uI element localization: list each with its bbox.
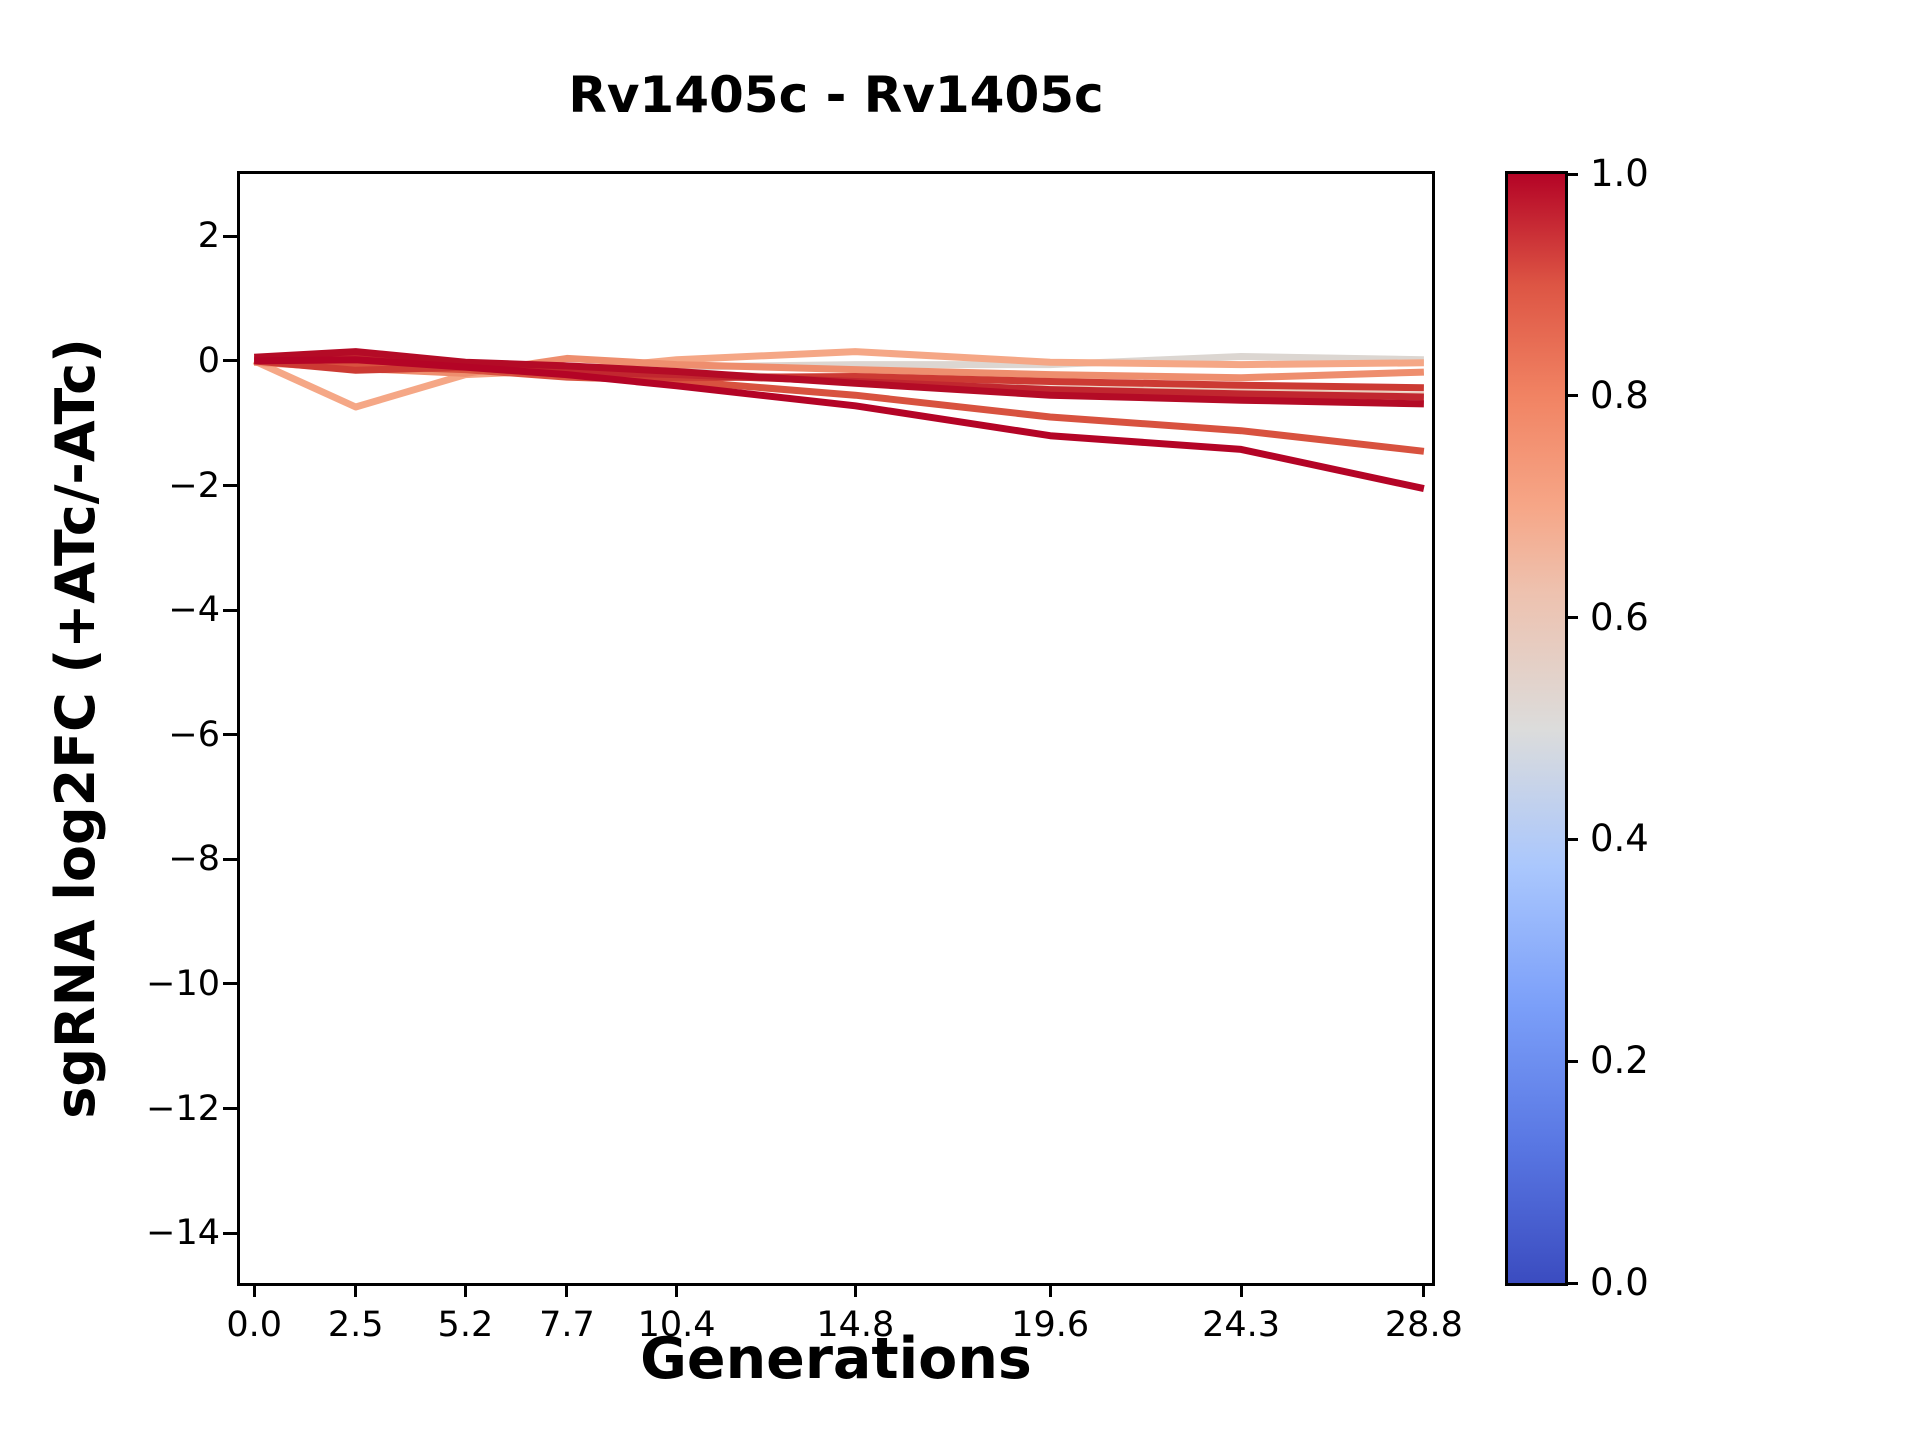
x-axis-label: Generations (640, 1326, 1032, 1392)
x-axis-tick (565, 1283, 569, 1297)
y-axis-tick (223, 484, 237, 488)
y-axis-tick (223, 359, 237, 363)
colorbar-tick (1565, 837, 1578, 841)
x-axis-tick-label: 5.2 (437, 1305, 494, 1345)
y-axis-tick-label: −8 (168, 839, 220, 880)
y-axis-tick (223, 1231, 237, 1235)
colorbar-tick-label: 0.4 (1590, 817, 1649, 861)
x-axis-tick (1048, 1283, 1052, 1297)
y-axis-tick (223, 608, 237, 612)
colorbar-tick-label: 0.2 (1590, 1039, 1649, 1083)
x-axis-tick-label: 10.4 (637, 1305, 716, 1345)
y-axis-tick (223, 234, 237, 238)
y-axis-tick-label: −14 (146, 1213, 220, 1254)
colorbar-gradient (1508, 174, 1565, 1283)
colorbar-tick (1565, 172, 1578, 176)
colorbar-tick (1565, 1059, 1578, 1063)
plot-lines-svg (252, 348, 1425, 493)
x-axis-tick-label: 14.8 (816, 1305, 895, 1345)
y-axis-tick-label: −4 (168, 590, 220, 631)
x-axis-tick (354, 1283, 358, 1297)
x-axis-tick-label: 2.5 (327, 1305, 384, 1345)
y-axis-tick-label: 2 (197, 216, 220, 257)
chart-title: Rv1405c - Rv1405c (568, 66, 1104, 124)
x-axis-tick-label: 7.7 (539, 1305, 595, 1345)
y-axis-tick-label: −2 (168, 465, 220, 506)
y-axis-tick (223, 1107, 237, 1111)
x-axis-tick (463, 1283, 467, 1297)
y-axis-tick (223, 982, 237, 986)
colorbar-tick-label: 0.8 (1590, 373, 1649, 417)
x-axis-tick-label: 19.6 (1011, 1305, 1090, 1345)
colorbar-tick-label: 1.0 (1590, 152, 1649, 195)
plot-area (237, 171, 1435, 1286)
x-axis-tick (675, 1283, 679, 1297)
x-axis-tick-label: 28.8 (1384, 1305, 1463, 1345)
chart-line-line_3 (252, 348, 1424, 411)
y-axis-tick-label: 0 (197, 340, 220, 381)
y-axis-tick (223, 857, 237, 861)
x-axis-tick (1239, 1283, 1243, 1297)
x-axis-tick-label: 24.3 (1202, 1305, 1281, 1345)
colorbar-tick-label: 0.6 (1590, 595, 1649, 639)
x-axis-tick-label: 0.0 (226, 1305, 283, 1345)
x-axis-tick (853, 1283, 857, 1297)
colorbar (1505, 171, 1568, 1286)
y-axis-tick-label: −6 (168, 714, 220, 755)
x-axis-tick (1422, 1283, 1426, 1297)
y-axis-tick-label: −10 (146, 963, 220, 1004)
x-axis-tick (252, 1283, 256, 1297)
colorbar-tick (1565, 394, 1578, 398)
colorbar-tick (1565, 616, 1578, 620)
y-axis-tick-label: −12 (146, 1088, 220, 1129)
chart-line-line_8 (254, 348, 1424, 408)
colorbar-tick (1565, 1281, 1578, 1285)
chart-line-line_9 (254, 356, 1425, 493)
y-axis-tick (223, 733, 237, 737)
colorbar-tick-label: 0.0 (1590, 1261, 1649, 1304)
